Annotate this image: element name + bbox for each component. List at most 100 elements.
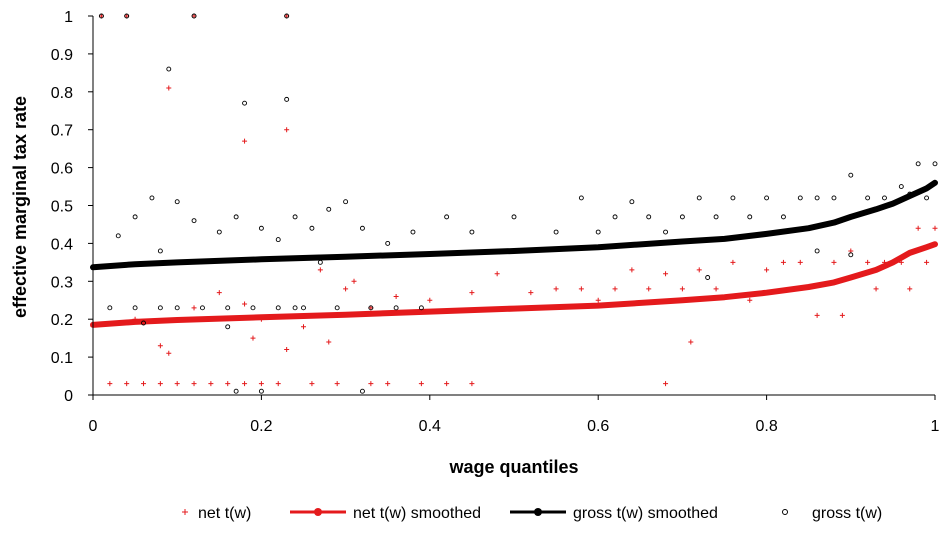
net-point — [595, 297, 601, 303]
net-point — [839, 312, 845, 318]
legend-dot-icon — [314, 508, 322, 516]
series-3 — [98, 13, 938, 394]
net-point — [663, 271, 669, 277]
net-point — [166, 350, 172, 356]
gross-point — [469, 229, 475, 235]
net-point — [688, 339, 694, 345]
net-point — [334, 381, 340, 387]
gross-point — [242, 100, 248, 106]
gross-point — [317, 259, 323, 265]
plot-area — [90, 13, 938, 394]
gross-point — [343, 199, 349, 205]
gross-point — [882, 195, 887, 201]
gross-point — [132, 214, 138, 220]
gross-point — [814, 195, 820, 201]
gross-point — [326, 206, 332, 212]
x-axis-ticks: 0 0.2 0.4 0.6 0.8 1 — [89, 395, 939, 435]
net-point — [275, 381, 281, 387]
gross-point — [292, 305, 298, 311]
net-point — [157, 381, 163, 387]
gross-point — [166, 66, 172, 72]
net-point — [427, 297, 433, 303]
net-point — [713, 286, 719, 292]
legend-label: gross t(w) smoothed — [573, 505, 718, 522]
legend-item: gross t(w) — [782, 505, 882, 522]
net-point — [418, 381, 424, 387]
gross-point — [797, 195, 803, 201]
gross-point — [848, 172, 854, 178]
gross-point — [124, 13, 130, 19]
y-tick-label: 0 — [64, 388, 73, 405]
net-point — [924, 259, 930, 265]
net-point — [907, 286, 913, 292]
net-point — [351, 278, 357, 284]
net-point — [107, 381, 113, 387]
gross-point — [98, 13, 104, 19]
net-point — [343, 286, 349, 292]
y-tick-label: 0.2 — [51, 312, 73, 329]
gross-point — [149, 195, 155, 201]
x-tick-label: 1 — [931, 418, 939, 435]
net-point — [814, 312, 820, 318]
net-point — [225, 381, 231, 387]
gross-point — [141, 320, 146, 326]
gross-point — [629, 199, 635, 205]
gross-point — [747, 214, 753, 220]
gross-point — [359, 225, 365, 231]
net-point — [284, 347, 290, 353]
net-point — [284, 127, 290, 133]
gross-point — [258, 225, 264, 231]
gross-point — [292, 214, 298, 220]
gross-point — [932, 161, 938, 167]
gross-point — [865, 195, 871, 201]
gross-point — [924, 195, 930, 201]
net-point — [242, 381, 248, 387]
net-point — [915, 225, 921, 231]
legend-plus-icon — [182, 509, 188, 515]
net-point — [780, 259, 786, 265]
gross-point — [553, 229, 559, 235]
legend-label: net t(w) smoothed — [353, 505, 481, 522]
gross-point — [359, 388, 365, 394]
gross-point — [679, 214, 685, 220]
gross-point — [713, 214, 719, 220]
net-point — [309, 381, 315, 387]
gross-point — [831, 195, 837, 201]
gross-point — [216, 229, 222, 235]
gross-point — [334, 305, 340, 311]
net-point — [865, 259, 871, 265]
y-tick-label: 0.4 — [51, 236, 73, 253]
gross-point — [612, 214, 618, 220]
gross-point — [132, 305, 138, 311]
gross-point — [393, 305, 399, 311]
y-tick-label: 0.8 — [51, 85, 73, 102]
y-axis-ticks: 0 0.1 0.2 0.3 0.4 0.5 0.6 0.7 0.8 0.9 1 — [51, 9, 93, 405]
net-point — [646, 286, 652, 292]
gross-point — [191, 13, 197, 19]
gross-point — [284, 96, 290, 102]
legend-item: gross t(w) smoothed — [510, 505, 718, 522]
net-point — [469, 290, 475, 296]
gross-point — [511, 214, 517, 220]
gross-point — [764, 195, 770, 201]
net-point — [301, 324, 306, 330]
gross-point — [258, 388, 264, 394]
gross-point — [915, 161, 921, 167]
net-point — [141, 381, 147, 387]
net-point — [831, 259, 837, 265]
gross-point — [898, 184, 904, 190]
y-tick-label: 1 — [64, 9, 73, 26]
gross-point — [595, 229, 601, 235]
y-tick-label: 0.6 — [51, 161, 73, 178]
x-tick-label: 0.4 — [419, 418, 441, 435]
smoothed-line — [90, 241, 938, 328]
gross-point — [275, 305, 281, 311]
net-point — [258, 381, 264, 387]
gross-point — [385, 240, 391, 246]
legend: net t(w) net t(w) smoothed gross t(w) smoo… — [182, 505, 882, 522]
x-axis-title: wage quantiles — [448, 457, 578, 477]
y-tick-label: 0.9 — [51, 47, 73, 64]
net-point — [242, 301, 248, 307]
net-point — [166, 85, 172, 91]
